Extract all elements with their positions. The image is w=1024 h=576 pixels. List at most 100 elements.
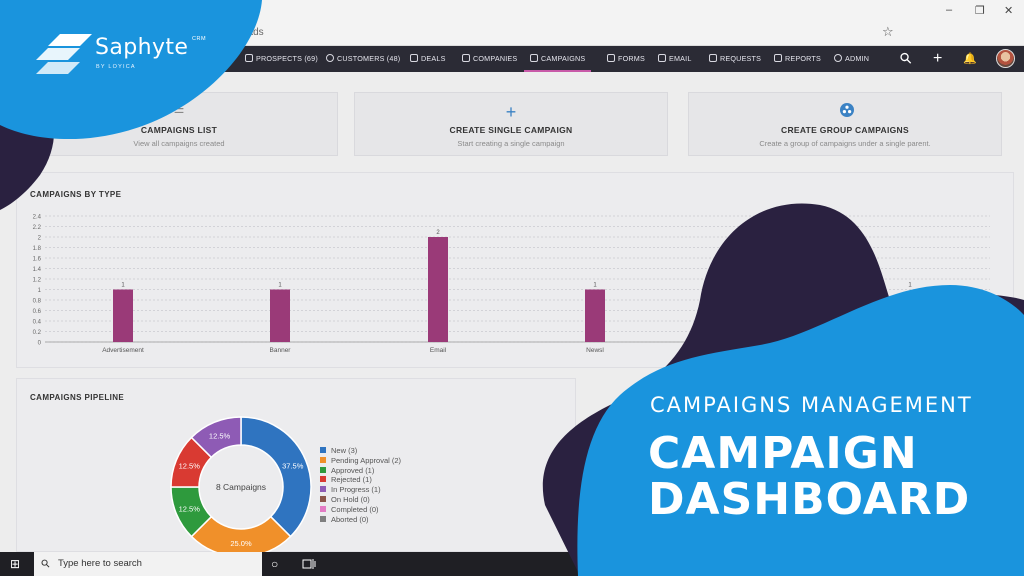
bookmark-star-icon[interactable]: ☆ xyxy=(882,24,894,39)
card-subtitle: View all campaigns created xyxy=(133,139,225,148)
nav-item-email[interactable]: EMAIL xyxy=(658,46,692,72)
y-tick-label: 0.4 xyxy=(33,320,42,326)
nav-item-label: REPORTS xyxy=(785,54,822,63)
group-icon xyxy=(840,103,854,117)
nav-item-label: ADMIN xyxy=(845,54,870,63)
pie-slice[interactable] xyxy=(190,515,292,558)
x-category-label: Email xyxy=(430,347,447,354)
legend-item[interactable]: Pending Approval (2) xyxy=(320,456,401,466)
admin-icon xyxy=(834,54,842,62)
legend-item[interactable]: On Hold (0) xyxy=(320,495,401,505)
pie-slice[interactable] xyxy=(190,416,242,459)
add-icon[interactable]: + xyxy=(933,50,943,67)
task-view-icon[interactable] xyxy=(302,558,316,570)
brand-by-line: BY LOYICA xyxy=(96,64,136,70)
reports-icon xyxy=(774,54,782,62)
nav-item-deals[interactable]: DEALS xyxy=(410,46,446,72)
nav-item-requests[interactable]: REQUESTS xyxy=(709,46,761,72)
y-tick-label: 2.4 xyxy=(33,215,42,221)
slice-percent-label: 25.0% xyxy=(230,539,252,548)
legend-swatch xyxy=(320,505,326,512)
brand-crm-label: CRM xyxy=(192,36,207,42)
slice-percent-label: 12.5% xyxy=(179,462,201,471)
nav-item-reports[interactable]: REPORTS xyxy=(774,46,821,72)
legend-swatch xyxy=(320,466,326,473)
y-tick-label: 2 xyxy=(38,236,42,242)
legend-label: In Progress (1) xyxy=(331,485,381,495)
slice-percent-label: 12.5% xyxy=(209,431,231,440)
nav-item-label: COMPANIES xyxy=(473,54,518,63)
maximize-icon[interactable]: ❐ xyxy=(975,5,985,17)
campaigns-pipeline-title: CAMPAIGNS PIPELINE xyxy=(30,393,125,402)
y-tick-label: 1.4 xyxy=(33,267,42,273)
y-tick-label: 0.8 xyxy=(33,299,42,305)
nav-item-customers[interactable]: CUSTOMERS (48) xyxy=(326,46,400,72)
legend-swatch xyxy=(320,447,326,453)
nav-item-companies[interactable]: COMPANIES xyxy=(462,46,517,72)
card-create-group-campaigns[interactable]: CREATE GROUP CAMPAIGNS Create a group of… xyxy=(688,92,1002,156)
card-create-single-campaign[interactable]: + CREATE SINGLE CAMPAIGN Start creating … xyxy=(354,92,668,156)
taskbar-search-placeholder: Type here to search xyxy=(58,558,142,569)
nav-item-label: CUSTOMERS (48) xyxy=(337,54,401,63)
legend-label: On Hold (0) xyxy=(331,494,370,504)
legend-item[interactable]: New (3) xyxy=(320,446,401,456)
y-tick-label: 1.2 xyxy=(33,278,42,284)
legend-label: Aborted (0) xyxy=(331,514,369,524)
legend-label: Completed (0) xyxy=(331,504,379,514)
bar[interactable] xyxy=(428,237,448,342)
forms-icon xyxy=(607,54,615,62)
slice-percent-label: 37.5% xyxy=(282,462,304,471)
avatar[interactable] xyxy=(996,49,1015,68)
companies-icon xyxy=(462,54,470,62)
deals-icon xyxy=(410,54,418,62)
requests-icon xyxy=(709,54,717,62)
bar-value-label: 1 xyxy=(121,283,125,289)
customers-icon xyxy=(326,54,334,62)
x-category-label: Advertisement xyxy=(102,347,144,354)
legend-item[interactable]: Approved (1) xyxy=(320,466,401,476)
nav-item-label: PROSPECTS (69) xyxy=(256,54,318,63)
minimize-icon[interactable]: – xyxy=(946,4,953,16)
nav-item-admin[interactable]: ADMIN xyxy=(834,46,869,72)
bar-value-label: 2 xyxy=(436,230,440,236)
email-icon xyxy=(658,54,666,62)
legend-item[interactable]: Aborted (0) xyxy=(320,515,401,525)
legend-item[interactable]: Rejected (1) xyxy=(320,475,401,485)
y-tick-label: 2.2 xyxy=(33,225,42,231)
legend-item[interactable]: In Progress (1) xyxy=(320,485,401,495)
promo-title-line1: CAMPAIGN xyxy=(648,428,918,479)
y-tick-label: 0.2 xyxy=(33,330,42,336)
promo-subtitle: CAMPAIGNS MANAGEMENT xyxy=(650,393,973,417)
legend-swatch xyxy=(320,456,326,463)
cortana-icon[interactable]: ○ xyxy=(271,557,279,571)
nav-item-campaigns[interactable]: CAMPAIGNS xyxy=(524,46,592,72)
taskbar: ⊞ ⚲ Type here to search ○ xyxy=(0,552,1024,576)
y-tick-label: 1.6 xyxy=(33,257,42,263)
card-title: CREATE GROUP CAMPAIGNS xyxy=(781,125,909,135)
campaigns-icon xyxy=(530,54,538,62)
legend-swatch xyxy=(320,495,326,502)
nav-item-label: CAMPAIGNS xyxy=(541,54,586,63)
bar[interactable] xyxy=(113,289,133,343)
legend-swatch xyxy=(320,476,326,483)
x-category-label: Banner xyxy=(270,347,292,354)
card-subtitle: Create a group of campaigns under a sing… xyxy=(759,139,931,148)
bar[interactable] xyxy=(270,289,290,343)
windows-start-icon[interactable]: ⊞ xyxy=(10,557,21,571)
y-tick-label: 1 xyxy=(38,288,42,294)
brand-name: Saphyte xyxy=(95,35,189,60)
campaigns-by-type-title: CAMPAIGNS BY TYPE xyxy=(30,190,122,199)
nav-item-label: EMAIL xyxy=(669,54,692,63)
close-icon[interactable]: ✕ xyxy=(1004,5,1014,17)
card-title: CREATE SINGLE CAMPAIGN xyxy=(449,125,573,135)
taskbar-search-input[interactable]: ⚲ Type here to search xyxy=(34,552,262,576)
nav-item-forms[interactable]: FORMS xyxy=(607,46,645,72)
bell-icon[interactable]: 🔔 xyxy=(963,53,977,65)
legend-swatch xyxy=(320,486,326,493)
nav-item-label: REQUESTS xyxy=(720,54,762,63)
pie-slice[interactable] xyxy=(240,416,312,538)
nav-item-label: FORMS xyxy=(618,54,645,63)
legend-item[interactable]: Completed (0) xyxy=(320,505,401,515)
